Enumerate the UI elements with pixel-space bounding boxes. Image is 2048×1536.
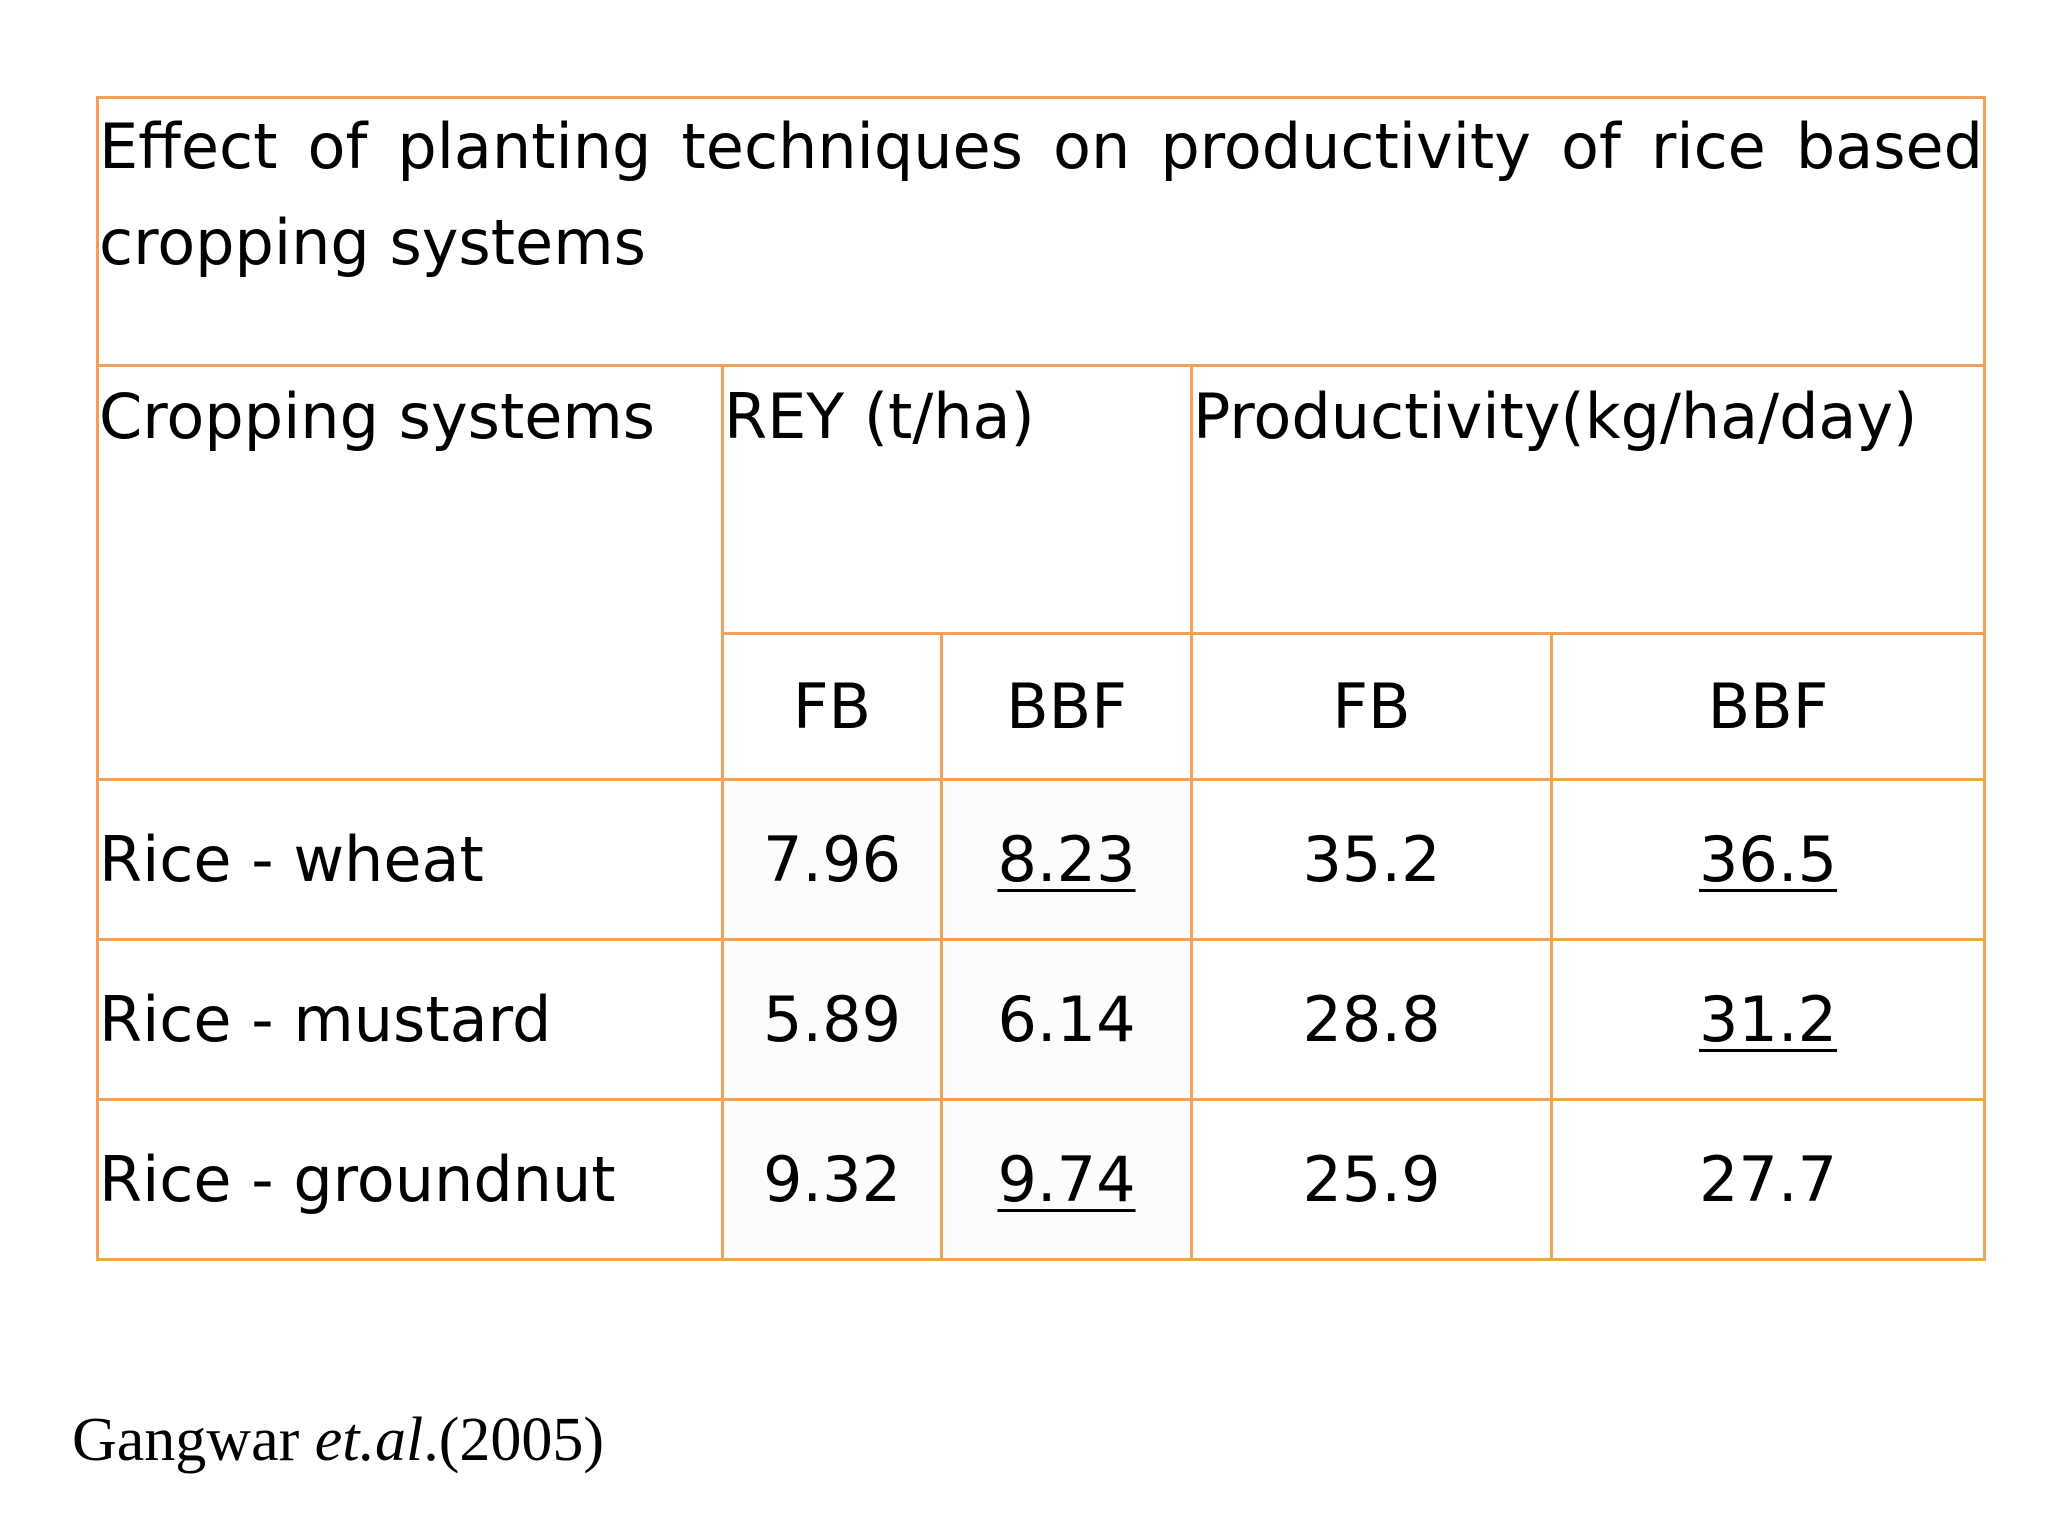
header-cropping-systems: Cropping systems bbox=[96, 364, 724, 781]
row-label: Rice - mustard bbox=[96, 938, 724, 1101]
cell-rey-fb: 9.32 bbox=[721, 1098, 943, 1261]
header-rey: REY (t/ha) bbox=[721, 364, 1193, 635]
table-title: Effect of planting techniques on product… bbox=[95, 96, 1987, 367]
cell-prod-fb: 25.9 bbox=[1190, 1098, 1553, 1261]
cell-rey-bbf: 9.74 bbox=[940, 1098, 1193, 1261]
citation-etal: et.al bbox=[314, 1406, 424, 1474]
citation-author: Gangwar bbox=[72, 1406, 315, 1474]
row-label: Rice - wheat bbox=[96, 778, 724, 941]
subheader-rey-fb: FB bbox=[721, 632, 943, 781]
subheader-prod-fb: FB bbox=[1190, 632, 1553, 781]
header-row: Cropping systems REY (t/ha) Productivity… bbox=[96, 364, 1987, 781]
subheader-rey-bbf: BBF bbox=[940, 632, 1193, 781]
underlined-value: 36.5 bbox=[1698, 823, 1838, 896]
cell-prod-fb: 35.2 bbox=[1190, 778, 1553, 941]
cell-rey-fb: 5.89 bbox=[721, 938, 943, 1101]
subheader-row: FB BBF FB BBF bbox=[98, 632, 1987, 781]
cell-prod-fb: 28.8 bbox=[1190, 938, 1553, 1101]
citation-year: .(2005) bbox=[423, 1406, 605, 1474]
underlined-value: 9.74 bbox=[997, 1143, 1136, 1216]
underlined-value: 8.23 bbox=[997, 823, 1136, 896]
row-label: Rice - groundnut bbox=[96, 1098, 724, 1261]
results-table: Effect of planting techniques on product… bbox=[95, 96, 1987, 1261]
cell-rey-bbf: 6.14 bbox=[940, 938, 1193, 1101]
header-productivity: Productivity(kg/ha/day) bbox=[1189, 364, 1987, 635]
subheader-prod-bbf: BBF bbox=[1549, 632, 1987, 781]
cell-prod-bbf: 27.7 bbox=[1549, 1098, 1987, 1261]
cell-prod-bbf: 31.2 bbox=[1549, 938, 1987, 1101]
table-row: Rice - wheat 7.96 8.23 35.2 36.5 bbox=[96, 778, 1987, 941]
cell-rey-fb: 7.96 bbox=[721, 778, 943, 941]
table-row: Rice - mustard 5.89 6.14 28.8 31.2 bbox=[96, 938, 1987, 1101]
citation: Gangwar et.al.(2005) bbox=[72, 1405, 604, 1476]
underlined-value: 31.2 bbox=[1698, 983, 1838, 1056]
cell-rey-bbf: 8.23 bbox=[940, 778, 1193, 941]
cell-prod-bbf: 36.5 bbox=[1549, 778, 1987, 941]
title-row: Effect of planting techniques on product… bbox=[95, 96, 1987, 367]
table-row: Rice - groundnut 9.32 9.74 25.9 27.7 bbox=[96, 1098, 1987, 1261]
